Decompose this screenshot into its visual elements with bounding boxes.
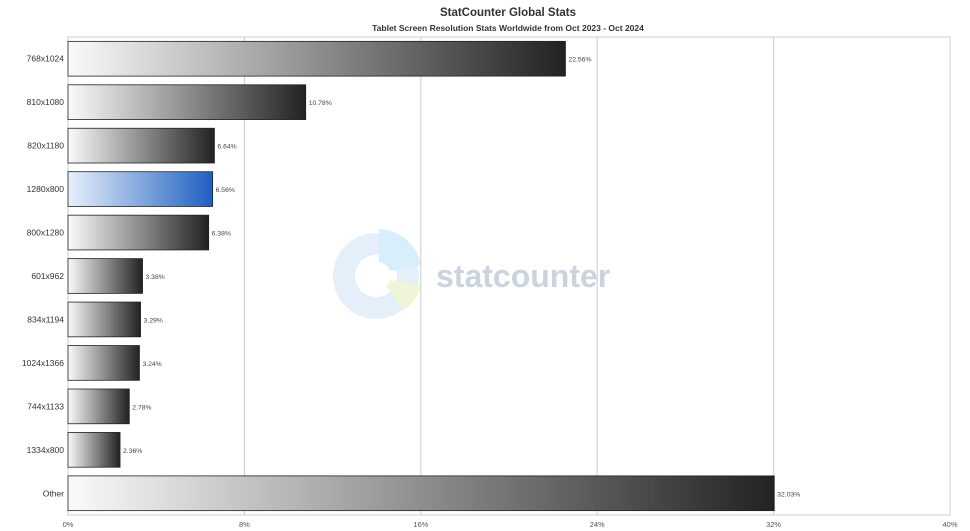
value-label: 6.64% xyxy=(217,144,236,151)
bar-768x1024 xyxy=(67,40,566,77)
value-label: 2.78% xyxy=(132,404,151,411)
category-label: 810x1080 xyxy=(27,97,65,107)
value-label: 3.38% xyxy=(146,274,165,281)
statcounter-watermark: statcounter xyxy=(333,229,610,319)
bar-800x1280 xyxy=(67,214,210,251)
bar-834x1194 xyxy=(67,301,141,338)
x-tick-label: 8% xyxy=(239,520,250,529)
watermark-text: statcounter xyxy=(436,258,610,294)
chart-title: StatCounter Global Stats xyxy=(439,7,577,19)
bar-601x962 xyxy=(67,258,143,294)
bar-1334x800 xyxy=(67,432,121,468)
value-label: 10.78% xyxy=(309,100,332,107)
category-label: 800x1280 xyxy=(27,228,65,238)
category-label: 744x1133 xyxy=(27,401,64,411)
value-label: 3.24% xyxy=(142,361,161,368)
x-tick-label: 32% xyxy=(766,520,781,529)
category-label: 768x1024 xyxy=(27,54,65,64)
category-label: 1334x800 xyxy=(27,445,65,455)
value-label: 2.36% xyxy=(123,448,142,455)
value-label: 6.56% xyxy=(216,187,235,194)
bar-820x1180 xyxy=(67,127,215,164)
value-label: 3.29% xyxy=(144,317,163,324)
bar-1024x1366 xyxy=(67,345,140,381)
category-label: Other xyxy=(43,488,64,498)
category-label: 1280x800 xyxy=(27,184,65,194)
bar-1280x800 xyxy=(67,171,214,207)
x-tick-label: 16% xyxy=(413,520,428,529)
category-label: 820x1180 xyxy=(27,141,64,151)
x-tick-label: 0% xyxy=(63,520,74,529)
category-label: 834x1194 xyxy=(27,314,64,324)
bar-other xyxy=(67,475,775,512)
category-label: 1024x1366 xyxy=(22,358,64,368)
x-tick-label: 24% xyxy=(590,520,605,529)
value-label: 22.56% xyxy=(568,57,591,64)
bar-744x1133 xyxy=(67,388,130,425)
value-label: 6.38% xyxy=(212,231,231,238)
value-label: 32.03% xyxy=(777,491,800,498)
chart-subtitle: Tablet Screen Resolution Stats Worldwide… xyxy=(372,23,644,33)
bar-810x1080 xyxy=(67,84,307,120)
category-label: 601x962 xyxy=(31,271,64,281)
x-tick-label: 40% xyxy=(942,520,957,529)
